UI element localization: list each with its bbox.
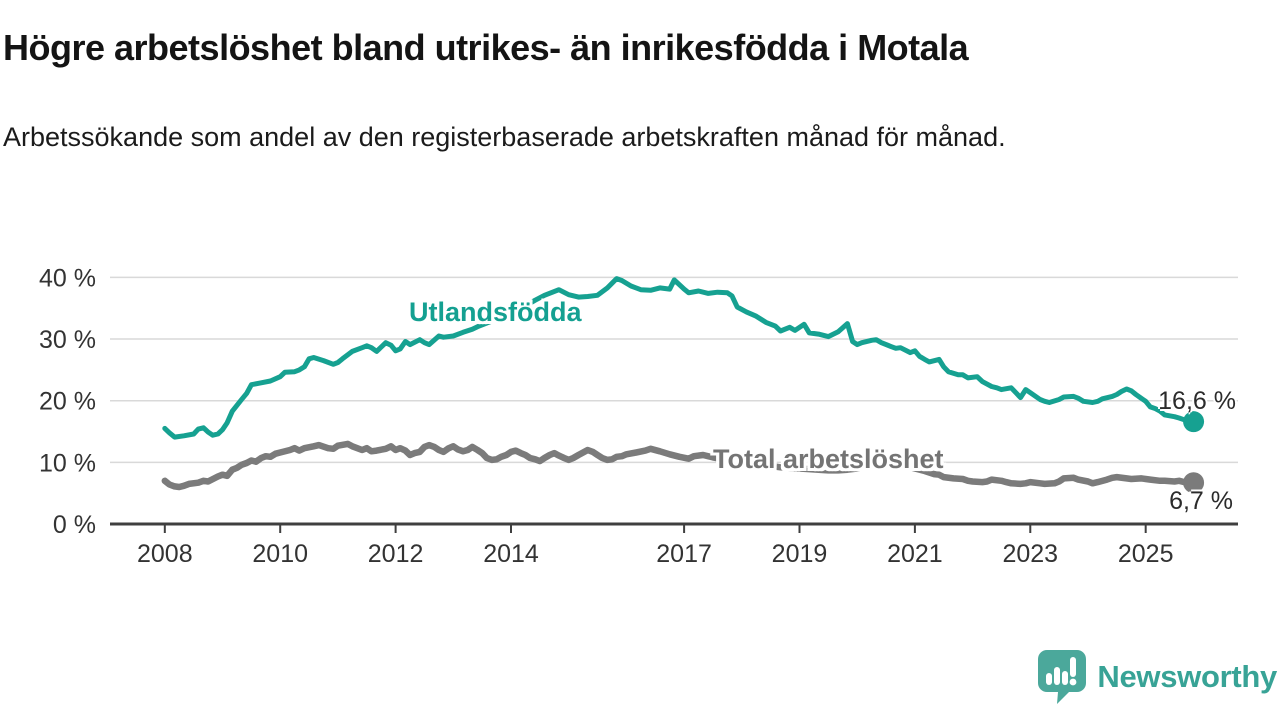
page-subtitle: Arbetssökande som andel av den registerb…	[3, 122, 1006, 152]
y-tick-label-30: 30 %	[39, 326, 96, 354]
series-label-total-arbetsloshet: Total arbetslöshet	[713, 444, 944, 474]
end-value-label-total: 6,7 %	[1169, 487, 1233, 515]
x-tick-label-2019: 2019	[772, 540, 828, 568]
series-end-dot-total-arbetsl-shet	[1183, 472, 1205, 494]
brand-name: Newsworthy	[1097, 659, 1277, 694]
x-tick-label-2010: 2010	[252, 540, 308, 568]
newsworthy-logo: Newsworthy	[1037, 649, 1277, 705]
x-tick-label-2021: 2021	[887, 540, 943, 568]
y-tick-label-20: 20 %	[39, 388, 96, 416]
x-tick-label-2025: 2025	[1118, 540, 1174, 568]
newsworthy-logo-icon	[1038, 650, 1087, 704]
page-title: Högre arbetslöshet bland utrikes- än inr…	[3, 27, 969, 68]
series-end-dot-utlandsf-dda	[1183, 411, 1205, 433]
y-tick-label-0: 0 %	[53, 511, 96, 539]
series-line-total-arbetsl-shet	[161, 440, 1197, 491]
x-tick-label-2017: 2017	[656, 540, 712, 568]
x-tick-label-2008: 2008	[137, 540, 193, 568]
x-tick-label-2012: 2012	[368, 540, 424, 568]
series-line-utlandsf-dda	[162, 276, 1197, 440]
x-tick-label-2014: 2014	[483, 540, 539, 568]
x-tick-label-2023: 2023	[1002, 540, 1058, 568]
y-tick-label-10: 10 %	[39, 449, 96, 477]
y-tick-label-40: 40 %	[39, 264, 96, 292]
end-value-label-utlandsfodda: 16,6 %	[1158, 387, 1236, 415]
series-label-utlandsfodda: Utlandsfödda	[409, 297, 582, 327]
